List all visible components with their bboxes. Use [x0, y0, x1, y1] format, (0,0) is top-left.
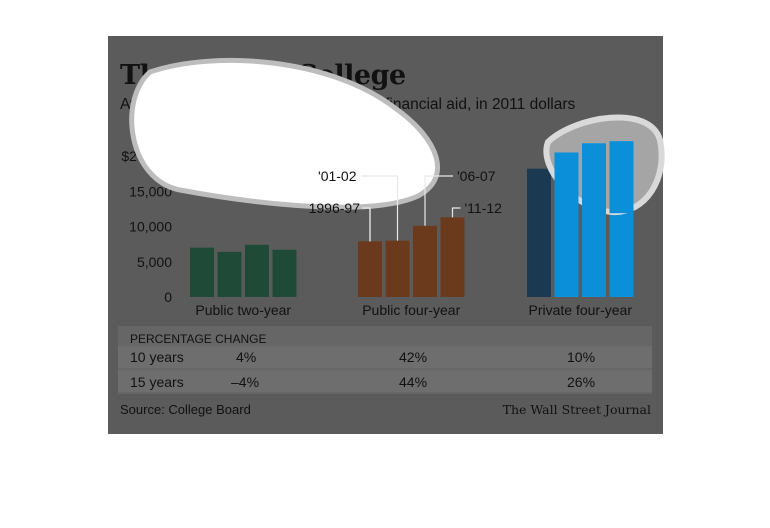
- bar: [413, 225, 437, 297]
- bar: [272, 249, 297, 297]
- y-tick-label: 15,000: [129, 183, 172, 199]
- pct-15y-private-four: 26%: [567, 374, 596, 390]
- bar: [385, 240, 410, 297]
- pct-10y-public-four: 42%: [399, 349, 428, 365]
- bar: [245, 244, 269, 297]
- period-label: '11-12: [465, 200, 503, 216]
- callout-line: [361, 175, 399, 241]
- period-label: '01-02: [318, 168, 357, 184]
- pct-row-15y-bg: [118, 370, 652, 392]
- percentage-change-heading: PERCENTAGE CHANGE: [130, 332, 267, 346]
- callout-line: [362, 207, 371, 242]
- publisher-credit: The Wall Street Journal: [502, 402, 651, 417]
- row-label-15-years: 15 years: [130, 374, 184, 390]
- bar: [527, 168, 551, 297]
- bar: [190, 247, 214, 297]
- bar: [358, 241, 382, 297]
- pct-15y-public-two: –4%: [231, 374, 260, 390]
- y-tick-label: 5,000: [137, 254, 172, 270]
- row-label-10-years: 10 years: [130, 349, 184, 365]
- white-blob-highlight: [129, 57, 440, 210]
- bar: [217, 251, 242, 297]
- y-tick-label: 10,000: [129, 219, 172, 235]
- category-label: Public two-year: [195, 302, 291, 318]
- bar-highlight: [609, 141, 634, 214]
- source-note: Source: College Board: [120, 402, 251, 417]
- y-tick-label: 0: [164, 289, 172, 305]
- category-label: Private four-year: [529, 302, 633, 318]
- pct-15y-public-four: 44%: [399, 374, 428, 390]
- bar: [440, 217, 465, 297]
- pct-10y-private-four: 10%: [567, 349, 596, 365]
- bar-highlight: [554, 152, 579, 225]
- bar-highlight: [582, 143, 606, 216]
- period-label: 1996-97: [309, 200, 361, 216]
- callout-line: [424, 175, 453, 226]
- pct-row-10y-bg: [118, 346, 652, 368]
- callout-line: [451, 207, 461, 218]
- period-label: '06-07: [457, 168, 496, 184]
- pct-10y-public-two: 4%: [236, 349, 257, 365]
- category-label: Public four-year: [362, 302, 460, 318]
